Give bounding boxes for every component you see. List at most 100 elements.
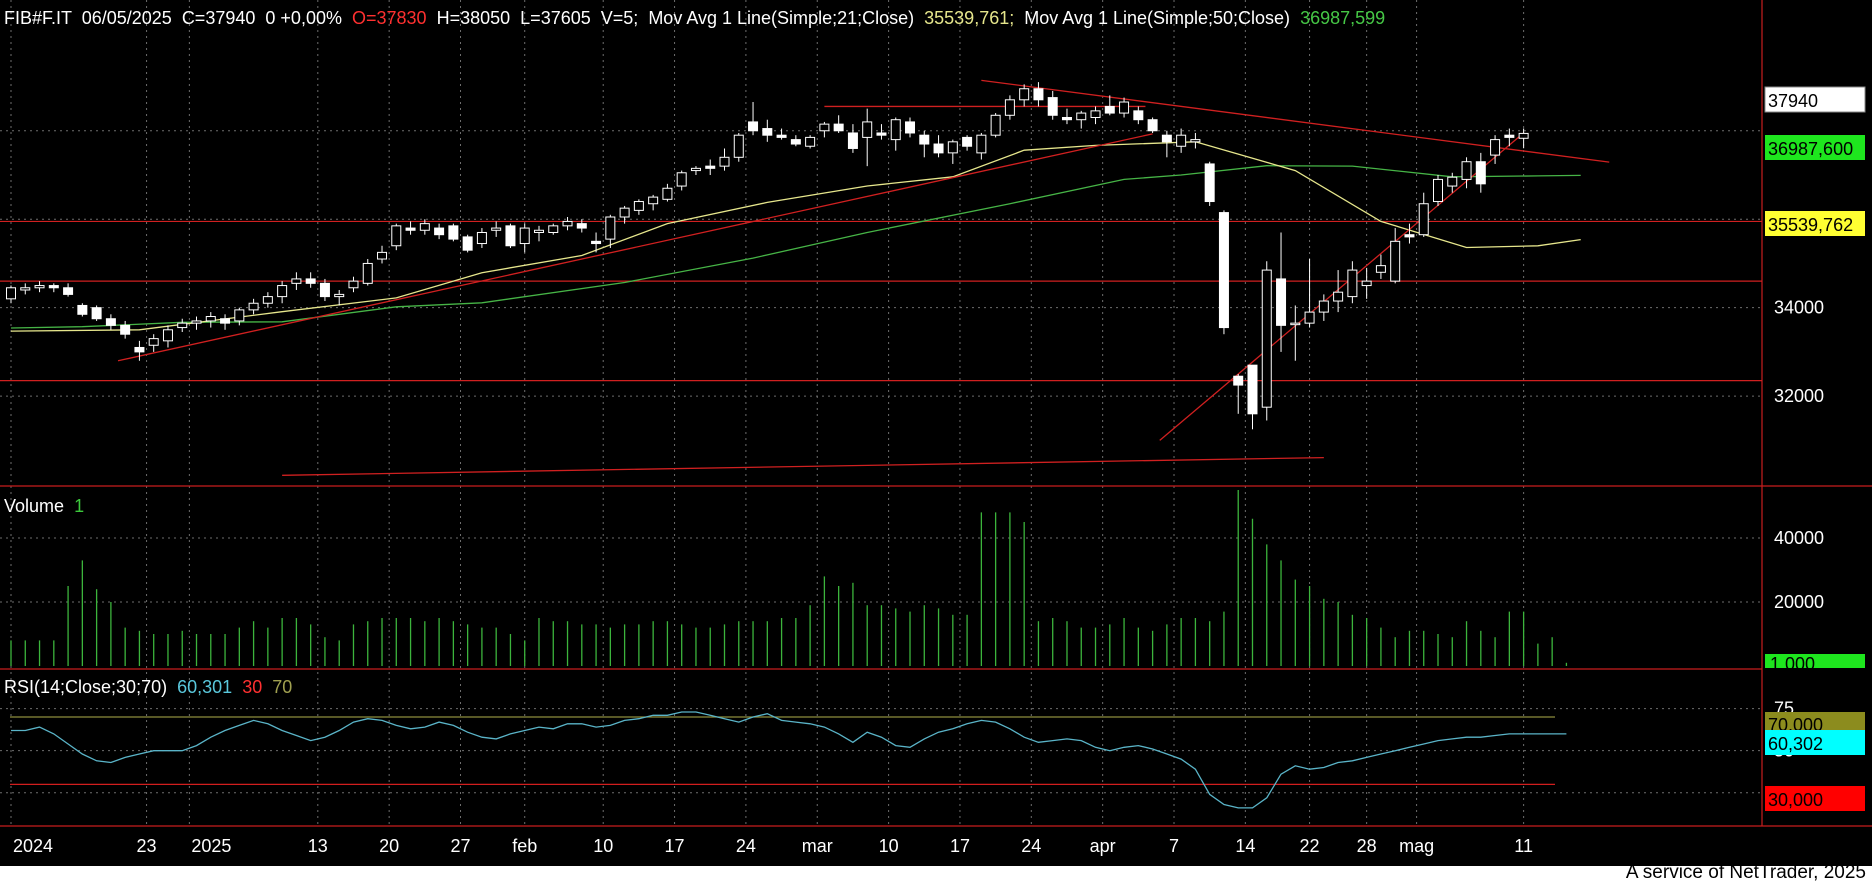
rsi-badge-text: 60,302 [1768, 734, 1823, 754]
candle-15 [220, 314, 231, 330]
candle-7 [105, 314, 116, 330]
candle-body-50 [719, 156, 730, 167]
x-tick-label-17: 22 [1300, 836, 1320, 856]
candle-body-88 [1261, 269, 1272, 408]
credit-text: A service of NetTrader, 2025 [1625, 862, 1866, 883]
candle-43 [619, 205, 630, 224]
candle-57 [819, 121, 830, 138]
candle-body-49 [705, 165, 716, 169]
candle-body-56 [805, 136, 816, 147]
candle-50 [719, 148, 730, 171]
candle-89 [1276, 232, 1287, 352]
candle-1 [20, 283, 31, 295]
candle-body-65 [933, 143, 944, 154]
candle-body-37 [533, 229, 544, 233]
candle-48 [690, 166, 701, 175]
candle-71 [1019, 84, 1030, 107]
candle-body-19 [277, 285, 288, 298]
candle-56 [805, 135, 816, 149]
candle-67 [962, 135, 973, 151]
candle-23 [334, 289, 345, 306]
candle-body-6 [91, 307, 102, 320]
candle-77 [1104, 95, 1115, 116]
candle-31 [448, 223, 459, 242]
candle-100 [1433, 174, 1443, 206]
x-tick-label-9: 24 [736, 836, 756, 856]
candle-40 [576, 219, 587, 233]
trendlines [117, 79, 1610, 476]
candle-body-80 [1147, 119, 1158, 132]
candle-body-77 [1104, 105, 1115, 114]
candle-101 [1447, 172, 1458, 193]
last-price-badge-text: 37940 [1768, 91, 1818, 111]
candle-body-101 [1447, 176, 1458, 187]
candle-61 [876, 124, 887, 140]
candle-body-18 [262, 296, 273, 304]
candle-37 [533, 225, 544, 242]
candle-body-61 [876, 132, 887, 136]
candle-body-25 [362, 262, 373, 284]
candle-body-8 [120, 324, 131, 335]
ma50-badge-text: 36987,600 [1768, 139, 1853, 159]
volume-tick-label-1: 40000 [1774, 528, 1824, 548]
panel-separators [0, 0, 1872, 827]
candle-49 [705, 159, 716, 175]
x-tick-label-4: 20 [379, 836, 399, 856]
candle-body-12 [177, 322, 188, 329]
candle-82 [1176, 128, 1187, 153]
ma50-badge [1765, 135, 1865, 160]
candle-87 [1247, 364, 1258, 430]
rsi-legend-low: 30 [242, 677, 262, 697]
candle-9 [134, 340, 145, 361]
candle-body-83 [1190, 139, 1201, 143]
ma50-line [10, 165, 1581, 329]
x-tick-label-14: apr [1090, 836, 1116, 856]
candle-85 [1218, 210, 1229, 335]
candle-body-13 [191, 320, 202, 324]
candle-body-90 [1290, 322, 1301, 326]
candle-27 [391, 223, 402, 251]
x-tick-label-7: 10 [593, 836, 613, 856]
candle-body-85 [1218, 212, 1229, 329]
last-price-badge [1764, 86, 1866, 113]
candle-3 [48, 283, 59, 293]
candle-body-99 [1418, 203, 1429, 236]
candle-body-97 [1390, 240, 1401, 282]
candle-88 [1261, 261, 1272, 421]
price-tick-label-1: 34000 [1774, 298, 1824, 318]
candle-41 [591, 232, 602, 253]
candle-72 [1033, 82, 1044, 107]
candle-20 [291, 272, 302, 290]
candle-66 [947, 139, 958, 164]
candle-body-102 [1461, 161, 1472, 180]
candle-62 [890, 117, 901, 151]
volume-legend-label: Volume [4, 496, 64, 516]
x-tick-label-3: 13 [308, 836, 328, 856]
candle-body-23 [334, 293, 345, 298]
candle-body-42 [605, 216, 616, 240]
volume-tick-label-0: 20000 [1774, 592, 1824, 612]
x-tick-label-11: 10 [879, 836, 899, 856]
volume-badge [1765, 654, 1865, 668]
candle-body-1 [20, 287, 31, 291]
legend-low: L=37605 [520, 8, 591, 28]
candle-78 [1119, 97, 1130, 118]
candle-body-7 [105, 318, 116, 326]
candle-body-17 [248, 302, 259, 311]
candle-body-34 [491, 227, 502, 231]
candle-80 [1147, 117, 1158, 133]
candle-body-14 [205, 316, 216, 322]
candle-83 [1190, 132, 1201, 149]
candle-30 [434, 223, 445, 240]
footer-bar [0, 866, 1872, 888]
candle-body-51 [733, 134, 744, 158]
x-tick-label-10: mar [802, 836, 833, 856]
candle-6 [91, 305, 102, 321]
ma21-badge [1765, 211, 1865, 236]
candle-5 [77, 303, 88, 317]
x-tick-label-16: 14 [1235, 836, 1255, 856]
candle-body-106 [1518, 132, 1529, 139]
candle-body-54 [776, 134, 787, 138]
candle-body-28 [405, 227, 416, 231]
candle-body-62 [890, 119, 901, 141]
